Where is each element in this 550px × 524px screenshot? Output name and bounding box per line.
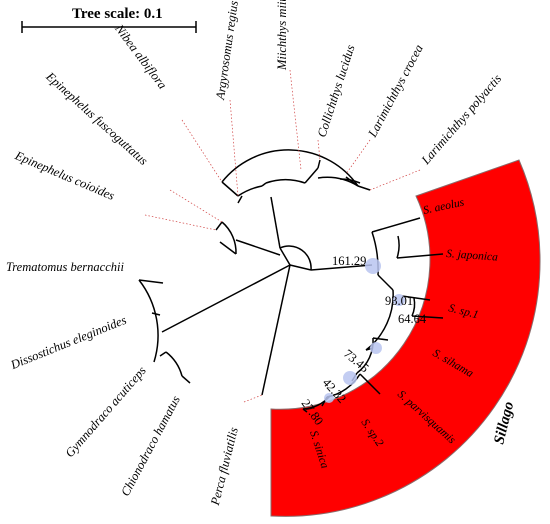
taxon-argyrosomus: Argyrosomus regius <box>213 0 241 101</box>
taxon-trematomus: Trematomus bernacchii <box>6 260 124 274</box>
node-value-93: 93.01 <box>385 294 413 308</box>
taxon-s-japonica: S. japonica <box>446 248 499 264</box>
tree-scale-label: Tree scale: 0.1 <box>72 6 163 22</box>
taxon-chionodraco: Chionodraco hamatus <box>118 393 183 498</box>
taxon-larimichthys-crocea: Larimichthys crocea <box>365 42 426 140</box>
taxon-dissostichus: Dissostichus eleginoides <box>8 313 129 373</box>
node-value-64: 64.64 <box>398 312 427 326</box>
taxon-larimichthys-polyactis: Larimichthys polyactis <box>418 71 504 167</box>
taxon-epinephelus-coioides: Epinephelus coioides <box>12 148 117 203</box>
node-value-161: 161.29 <box>332 254 366 268</box>
sillago-clade-highlight <box>270 159 541 517</box>
node-value-73: 73.45 <box>341 347 372 376</box>
taxon-gymnodraco: Gymnodraco acuticeps <box>62 364 148 461</box>
leader-lines <box>144 69 421 403</box>
taxon-epinephelus-fuscoguttatus: Epinephelus fuscoguttatus <box>43 69 151 168</box>
clade-label-sillago: Sillago <box>491 400 517 446</box>
taxon-miichthys: Miichthys miiuy <box>275 0 289 71</box>
taxon-nibea: Nibea albiflora <box>112 21 170 92</box>
taxon-collichthys: Collichthys lucidus <box>315 43 358 139</box>
taxon-perca: Perca fluviatilis <box>208 426 241 508</box>
tree-scale-bar: Tree scale: 0.1 <box>21 6 197 33</box>
node-markers <box>324 258 405 403</box>
